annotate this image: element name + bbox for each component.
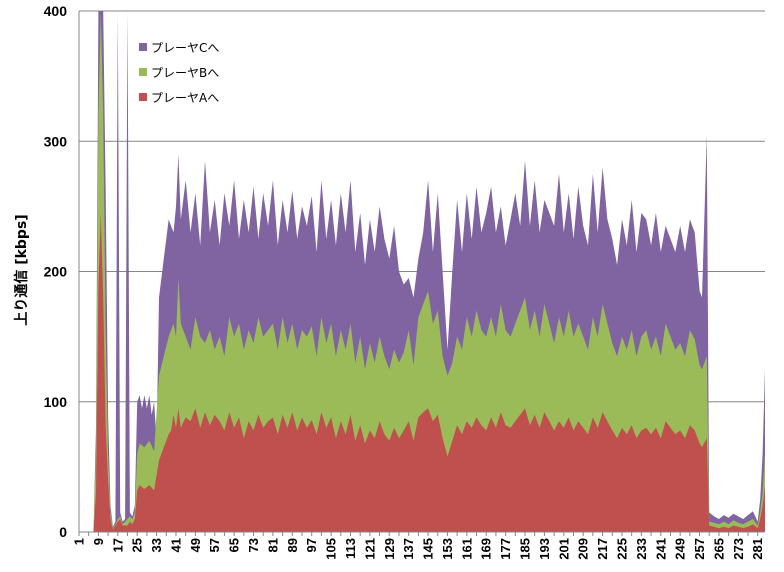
x-tick-label: 281	[750, 538, 765, 560]
x-tick-label: 225	[615, 538, 630, 560]
x-tick-label: 193	[537, 538, 552, 560]
y-tick-label: 0	[59, 524, 67, 540]
y-axis-label: 上り通信 [kbps]	[13, 214, 30, 325]
x-tick-label: 185	[518, 538, 533, 560]
y-tick-label: 300	[44, 133, 68, 149]
x-tick-label: 137	[401, 538, 416, 560]
x-tick-label: 257	[692, 538, 707, 560]
y-tick-label: 200	[44, 264, 68, 280]
x-tick-label: 273	[731, 538, 746, 560]
x-tick-label: 161	[459, 538, 474, 560]
x-tick-label: 129	[382, 538, 397, 560]
legend-label-a: プレーヤAへ	[151, 91, 219, 105]
y-tick-label: 100	[44, 394, 68, 410]
legend-label-b: プレーヤBへ	[151, 66, 219, 80]
x-tick-label: 233	[634, 538, 649, 560]
x-tick-label: 209	[576, 538, 591, 560]
x-tick-label: 113	[343, 538, 358, 559]
x-tick-labels: 1 9 17 25 33 41 49 57 65 73 81 89 97 105 113 121 129 137 1…	[72, 532, 765, 560]
x-tick-label: 57	[207, 538, 222, 552]
legend-swatch-c	[139, 43, 147, 51]
area-series-a	[79, 212, 765, 532]
x-tick-label: 17	[110, 538, 125, 552]
legend-swatch-b	[139, 68, 147, 76]
y-tick-labels: 0 100 200 300 400	[44, 3, 68, 540]
x-tick-label: 41	[169, 538, 184, 552]
legend-swatch-a	[139, 93, 147, 101]
x-tick-label: 241	[653, 538, 668, 560]
x-tick-label: 25	[130, 538, 145, 552]
x-tick-label: 217	[595, 538, 610, 560]
x-tick-label: 145	[421, 538, 436, 560]
x-tick-label: 89	[285, 538, 300, 552]
x-tick-label: 153	[440, 538, 455, 560]
x-tick-label: 265	[711, 538, 726, 560]
x-tick-label: 97	[304, 538, 319, 552]
y-tick-label: 400	[44, 3, 68, 19]
x-tick-label: 81	[265, 538, 280, 552]
x-tick-label: 121	[362, 538, 377, 560]
x-tick-label: 105	[324, 538, 339, 560]
x-tick-label: 169	[479, 538, 494, 560]
x-tick-label: 177	[498, 538, 513, 560]
x-tick-label: 9	[91, 538, 106, 545]
x-tick-label: 249	[673, 538, 688, 560]
x-tick-label: 33	[149, 538, 164, 552]
x-tick-label: 73	[246, 538, 261, 552]
x-tick-label: 65	[227, 538, 242, 552]
x-tick-label: 201	[556, 538, 571, 560]
x-tick-label: 49	[188, 538, 203, 552]
plot-areas	[79, 11, 765, 532]
area-series-b	[79, 11, 765, 532]
x-tick-label: 1	[72, 538, 87, 545]
legend-label-c: プレーヤCへ	[151, 41, 219, 55]
